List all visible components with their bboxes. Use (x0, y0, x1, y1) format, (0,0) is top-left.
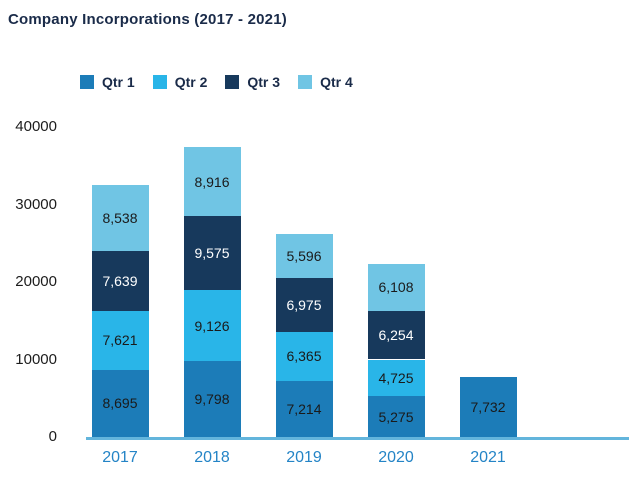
bar-segment: 7,732 (459, 377, 517, 437)
bar-segment-value: 6,254 (378, 327, 414, 344)
legend-swatch-icon (80, 75, 94, 89)
bar-segment-value: 6,975 (286, 296, 322, 313)
legend-item-label: Qtr 3 (247, 74, 281, 90)
bar-segment-value: 8,916 (194, 173, 230, 190)
bar-segment: 7,214 (275, 381, 333, 437)
bar-segment: 8,695 (91, 369, 149, 437)
bar-segment: 8,538 (91, 185, 149, 252)
bar-segment: 5,596 (275, 234, 333, 278)
y-axis-tick-label: 30000 (15, 195, 57, 213)
legend-item: Qtr 1 (80, 74, 135, 90)
bar-segment: 6,254 (367, 311, 425, 360)
bar-segment-value: 8,695 (102, 395, 138, 412)
legend-item-label: Qtr 2 (174, 74, 208, 90)
chart-title: Company Incorporations (2017 - 2021) (8, 11, 287, 28)
legend: Qtr 1 Qtr 2 Qtr 3 Qtr 4 (80, 74, 353, 90)
bar-segment-value: 9,126 (194, 317, 230, 334)
bar-segment: 7,639 (91, 251, 149, 311)
x-axis-label: 2020 (378, 449, 414, 466)
bar-segment-value: 9,798 (194, 391, 230, 408)
bar-segment-value: 5,275 (378, 408, 414, 425)
bar-segment-value: 9,575 (194, 245, 230, 262)
bar-segment-value: 6,365 (286, 348, 322, 365)
bar-segment-value: 7,214 (286, 401, 322, 418)
legend-item-label: Qtr 1 (102, 74, 135, 90)
x-axis-line (86, 437, 629, 440)
legend-item: Qtr 3 (225, 74, 280, 90)
bar-segment: 7,621 (91, 310, 149, 370)
x-axis-label: 2021 (470, 449, 506, 466)
bar-segment-value: 7,732 (470, 399, 506, 416)
bar-segment: 6,975 (275, 277, 333, 332)
y-axis-tick-label: 40000 (15, 118, 57, 135)
bar-segment-value: 8,538 (102, 210, 138, 227)
bar-segment-value: 7,639 (102, 272, 138, 289)
x-axis-label: 2017 (102, 449, 138, 466)
legend-swatch-icon (152, 75, 167, 89)
x-axis-label: 2018 (194, 449, 230, 466)
bar-segment: 5,275 (367, 396, 425, 437)
bar-segment: 9,575 (183, 216, 241, 291)
bar-segment-value: 6,108 (378, 279, 414, 296)
bar-segment-value: 5,596 (286, 248, 322, 264)
legend-item-label: Qtr 4 (320, 74, 353, 90)
bar-segment: 9,798 (183, 361, 241, 437)
bar-segment: 6,365 (275, 331, 333, 382)
bar-segment: 6,108 (367, 263, 425, 312)
bar-segment-value: 4,725 (378, 369, 414, 386)
bar-segment: 9,126 (183, 290, 241, 362)
bar-segment-value: 7,621 (102, 332, 138, 349)
legend-item: Qtr 2 (152, 74, 208, 90)
y-axis-tick-label: 10000 (15, 350, 57, 368)
legend-item: Qtr 4 (298, 74, 353, 90)
bar-segment: 4,725 (367, 359, 425, 397)
legend-swatch-icon (225, 75, 240, 89)
legend-swatch-icon (298, 75, 313, 89)
x-axis-label: 2019 (286, 449, 322, 466)
y-axis-tick-label: 20000 (15, 273, 57, 290)
bar-segment: 8,916 (183, 147, 241, 217)
y-axis-tick-label: 0 (48, 428, 57, 445)
